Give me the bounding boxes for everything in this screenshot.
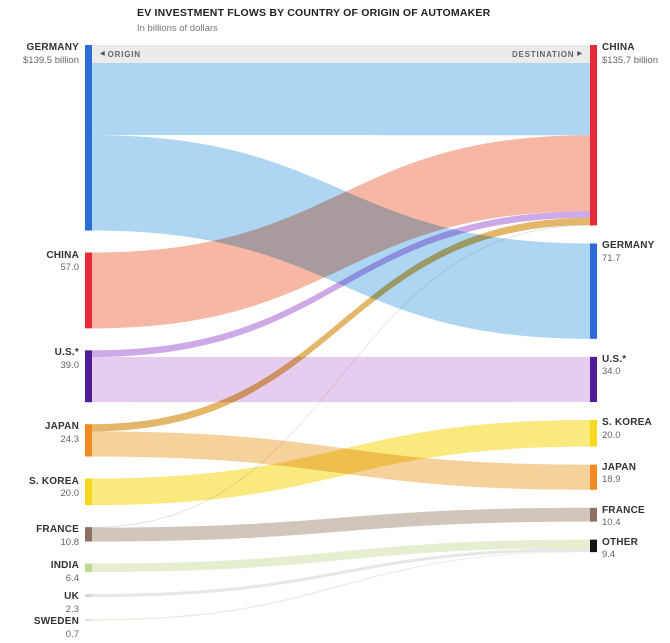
origin-node-bar-france (85, 527, 92, 542)
destination-axis-label: DESTINATION ▶ (512, 50, 582, 59)
flow-germany-to-china (92, 45, 590, 136)
flow-uk-to-other (92, 548, 590, 598)
flow-france-to-france (92, 507, 590, 542)
flow-us-to-us (92, 356, 590, 403)
destination-node-bar-germany (590, 243, 597, 339)
origin-arrow-icon: ◀ (100, 51, 105, 57)
origin-axis-text: ORIGIN (107, 49, 141, 59)
flow-france-to-china (92, 224, 590, 528)
axis-band: ◀ ORIGIN DESTINATION ▶ (92, 45, 590, 63)
chart-subtitle: In billions of dollars (137, 23, 218, 34)
origin-node-bar-uk (85, 594, 92, 598)
origin-node-bar-sweden (85, 619, 92, 621)
origin-node-bar-china (85, 252, 92, 329)
origin-axis-label: ◀ ORIGIN (100, 50, 141, 59)
flow-china-to-china (92, 135, 590, 329)
origin-node-bar-germany (85, 45, 92, 231)
origin-node-bar-japan (85, 424, 92, 457)
flow-sweden-to-other (92, 551, 590, 621)
origin-node-bar-us (85, 350, 92, 403)
destination-node-bar-france (590, 507, 597, 522)
destination-node-bar-us (590, 356, 597, 403)
destination-node-bar-skorea (590, 420, 597, 447)
destination-node-bar-other (590, 539, 597, 553)
flow-japan-to-china (92, 217, 590, 432)
flow-skorea-to-skorea (92, 420, 590, 506)
destination-node-bar-china (590, 45, 597, 226)
origin-node-bar-india (85, 563, 92, 573)
destination-arrow-icon: ▶ (577, 51, 582, 57)
destination-axis-text: DESTINATION (511, 49, 575, 59)
flow-us-to-china (92, 211, 590, 357)
chart-title: EV INVESTMENT FLOWS BY COUNTRY OF ORIGIN… (137, 7, 491, 19)
flow-india-to-other (92, 539, 590, 573)
destination-node-bar-japan (590, 464, 597, 490)
origin-node-bar-skorea (85, 478, 92, 506)
